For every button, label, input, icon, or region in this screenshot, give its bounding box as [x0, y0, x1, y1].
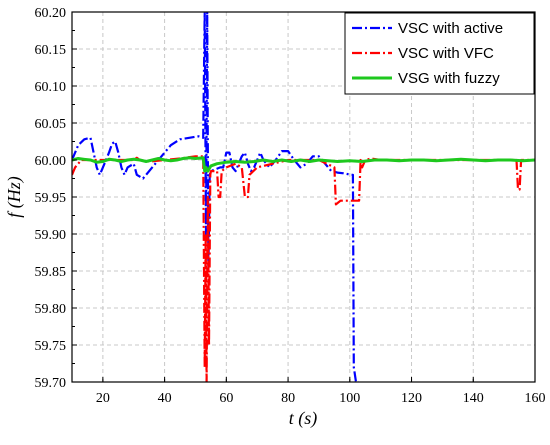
legend: VSC with active VSC with VFC VSG with fuzz…	[344, 12, 535, 95]
x-axis: 20 40 60 80 100 120 140 160	[96, 377, 546, 406]
x-tick-label: 100	[339, 391, 360, 406]
x-axis-label: t (s)	[289, 408, 318, 429]
x-tick-label: 80	[281, 391, 295, 406]
y-tick-label: 59.80	[35, 302, 67, 317]
x-tick-label: 140	[463, 391, 484, 406]
legend-label-1: VSC with active	[398, 20, 503, 37]
legend-label-3: VSG with fuzzy	[398, 70, 500, 87]
x-tick-label: 120	[401, 391, 422, 406]
y-tick-label: 59.75	[35, 339, 67, 354]
series-layer	[72, 12, 535, 382]
y-tick-label: 59.95	[35, 191, 67, 206]
x-tick-label: 160	[525, 391, 546, 406]
y-tick-label: 59.90	[35, 228, 67, 243]
y-axis-label: f (Hz)	[4, 176, 25, 218]
y-tick-label: 60.00	[35, 154, 67, 169]
y-tick-label: 60.10	[35, 80, 67, 95]
y-tick-label: 60.15	[35, 43, 67, 58]
series-line-3	[72, 156, 535, 173]
x-tick-label: 40	[158, 391, 172, 406]
y-tick-label: 60.05	[35, 117, 67, 132]
x-tick-label: 60	[219, 391, 233, 406]
y-tick-label: 59.70	[35, 376, 67, 391]
y-tick-label: 59.85	[35, 265, 67, 280]
y-tick-label: 60.20	[35, 6, 67, 21]
x-tick-label: 20	[96, 391, 110, 406]
y-axis: 59.70 59.75 59.80 59.85 59.90 59.95 60.00 60.05…	[35, 6, 77, 391]
series-line-2	[72, 155, 535, 382]
legend-label-2: VSC with VFC	[398, 45, 494, 62]
series-line-1	[72, 12, 359, 382]
